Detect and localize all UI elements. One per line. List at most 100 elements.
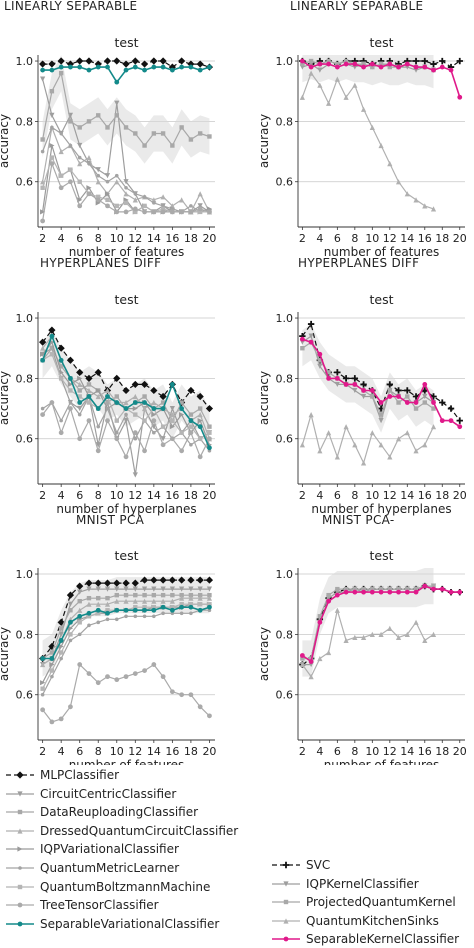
x-tick-label: 8: [95, 745, 102, 758]
data-point: [77, 142, 83, 149]
data-point: [413, 586, 419, 592]
data-point: [169, 411, 175, 418]
data-point: [160, 406, 166, 411]
data-point: [40, 137, 45, 142]
data-point: [308, 64, 314, 70]
data-point: [169, 67, 175, 73]
legend-label: SVC: [306, 858, 331, 872]
data-point: [114, 430, 119, 435]
data-point: [207, 602, 212, 607]
data-point: [39, 338, 47, 346]
data-point: [422, 400, 427, 405]
data-point: [335, 586, 340, 592]
data-point: [308, 58, 314, 64]
x-axis-label: number of features: [324, 758, 440, 765]
x-tick-label: 20: [453, 489, 467, 502]
data-point: [300, 346, 305, 351]
data-point: [422, 382, 428, 387]
data-point: [49, 67, 55, 73]
data-point: [160, 209, 166, 215]
data-point: [378, 412, 384, 417]
data-point: [152, 430, 156, 435]
data-point: [197, 191, 203, 197]
data-point: [207, 604, 212, 610]
data-point: [132, 430, 138, 436]
x-tick-label: 6: [76, 232, 83, 245]
dataset-header: MNIST PCA-: [322, 513, 395, 527]
data-point: [68, 406, 73, 411]
x-tick-label: 16: [165, 232, 179, 245]
data-point: [179, 411, 185, 418]
data-point: [396, 64, 401, 70]
data-point: [123, 191, 129, 197]
data-point: [122, 386, 130, 395]
data-point: [188, 424, 194, 429]
x-tick-label: 8: [95, 489, 102, 502]
data-point: [123, 598, 129, 604]
data-point: [67, 381, 74, 388]
legend-swatch: [272, 918, 300, 924]
data-point: [57, 57, 65, 65]
data-point: [105, 674, 110, 680]
data-point: [40, 661, 46, 668]
y-axis-label: accuracy: [0, 371, 11, 425]
data-point: [94, 579, 102, 587]
data-point: [299, 661, 305, 668]
data-point: [142, 605, 147, 610]
data-point: [431, 67, 436, 73]
data-point: [68, 388, 73, 393]
data-point: [131, 579, 139, 587]
data-point: [160, 400, 166, 405]
data-point: [124, 412, 128, 417]
data-point: [68, 119, 73, 124]
panel-title: test: [369, 35, 393, 50]
data-point: [40, 209, 46, 215]
data-point: [405, 394, 410, 399]
data-point: [49, 668, 55, 673]
data-point: [361, 61, 366, 67]
data-point: [151, 197, 157, 203]
confidence-band: [302, 324, 434, 433]
data-point: [422, 393, 428, 400]
data-point: [105, 617, 110, 622]
data-point: [50, 125, 54, 130]
data-point: [49, 346, 55, 351]
data-point: [68, 167, 73, 172]
data-point: [317, 82, 323, 88]
data-point: [188, 412, 194, 417]
data-point: [86, 154, 92, 161]
data-point: [103, 579, 112, 587]
series-line: [301, 609, 434, 678]
x-tick-label: 16: [165, 489, 179, 502]
data-point: [387, 64, 393, 70]
data-point: [334, 454, 340, 460]
data-point: [343, 58, 349, 64]
data-point: [96, 424, 101, 429]
data-point: [152, 614, 156, 619]
y-axis-label: accuracy: [257, 627, 271, 681]
x-tick-label: 14: [147, 745, 161, 758]
series-circuit-centric-classifier: [40, 586, 213, 668]
x-tick-label: 4: [316, 232, 323, 245]
data-point: [86, 671, 92, 677]
data-point: [387, 589, 393, 595]
y-tick-label: 1.0: [16, 312, 34, 325]
data-point: [68, 638, 73, 643]
data-point: [308, 70, 314, 76]
data-point: [124, 185, 128, 190]
data-point: [67, 625, 74, 631]
x-tick-label: 6: [76, 489, 83, 502]
data-point: [160, 674, 166, 680]
data-point: [430, 631, 437, 637]
y-tick-label: 0.6: [276, 689, 294, 702]
data-point: [40, 406, 45, 411]
data-point: [95, 197, 101, 203]
data-point: [86, 67, 92, 73]
data-point: [352, 589, 358, 595]
legend-swatch: [6, 828, 34, 834]
data-point: [49, 155, 55, 160]
data-point: [49, 661, 55, 668]
confidence-band: [302, 55, 434, 89]
x-tick-label: 10: [365, 232, 379, 245]
data-point: [68, 608, 73, 613]
